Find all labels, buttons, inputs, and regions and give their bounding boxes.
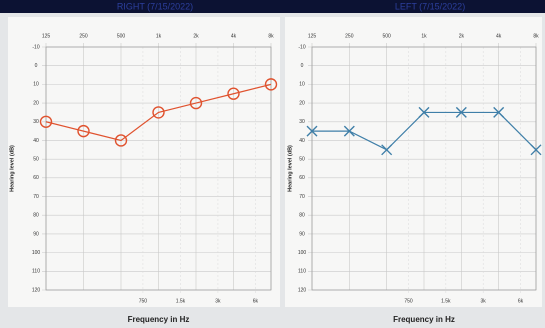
y-axis-label: Hearing level (dB)	[287, 145, 293, 192]
x-tick-label: 750	[404, 298, 413, 304]
panel	[8, 17, 280, 307]
x-tick-label: 3k	[481, 298, 487, 304]
x-tick-label: 8k	[268, 33, 274, 39]
x-axis-label: Frequency in Hz	[128, 315, 190, 324]
x-tick-label: 4k	[496, 33, 502, 39]
y-tick-label: 90	[299, 231, 305, 237]
x-tick-label: 1.5k	[441, 298, 451, 304]
y-tick-label: 10	[33, 82, 39, 88]
y-tick-label: 10	[299, 82, 305, 88]
y-tick-label: 110	[32, 269, 40, 275]
y-tick-label: 50	[33, 156, 39, 162]
x-tick-label: 4k	[231, 33, 237, 39]
x-tick-label: 2k	[459, 33, 465, 39]
y-tick-label: -10	[298, 44, 305, 50]
y-tick-label: 60	[299, 175, 305, 181]
y-tick-label: 80	[33, 213, 39, 219]
x-tick-label: 2k	[193, 33, 199, 39]
y-tick-label: 30	[299, 119, 305, 125]
x-axis-label: Frequency in Hz	[393, 315, 455, 324]
y-tick-label: 100	[298, 250, 307, 256]
x-tick-label: 8k	[533, 33, 539, 39]
x-tick-label: 500	[117, 33, 126, 39]
y-tick-label: 0	[301, 63, 304, 69]
y-tick-label: 20	[33, 100, 39, 106]
x-tick-label: 250	[345, 33, 354, 39]
x-tick-label: 6k	[253, 298, 259, 304]
x-tick-label: 750	[139, 298, 148, 304]
y-tick-label: 30	[33, 119, 39, 125]
x-tick-label: 250	[79, 33, 88, 39]
y-tick-label: 90	[33, 231, 39, 237]
y-tick-label: 40	[299, 138, 305, 144]
y-tick-label: 20	[299, 100, 305, 106]
y-axis-label: Hearing level (dB)	[9, 145, 15, 192]
panel	[285, 17, 542, 307]
y-tick-label: 120	[32, 287, 41, 293]
y-tick-label: 70	[33, 194, 39, 200]
audiogram-screen: RIGHT (7/15/2022) -10 0 10 20 30 40 50 60 70 80 90 1…	[0, 0, 545, 328]
chart-title: RIGHT (7/15/2022)	[117, 1, 193, 11]
y-tick-label: 120	[298, 287, 307, 293]
x-tick-label: 125	[42, 33, 51, 39]
y-tick-label: 40	[33, 138, 39, 144]
y-tick-label: 0	[35, 63, 38, 69]
y-tick-label: 50	[299, 156, 305, 162]
y-tick-label: 100	[32, 250, 41, 256]
x-tick-label: 3k	[215, 298, 221, 304]
y-tick-label: 60	[33, 175, 39, 181]
y-tick-label: 70	[299, 194, 305, 200]
y-tick-label: 80	[299, 213, 305, 219]
x-tick-label: 1k	[156, 33, 162, 39]
x-tick-label: 125	[308, 33, 317, 39]
x-tick-label: 1k	[421, 33, 427, 39]
y-tick-label: -10	[32, 44, 39, 50]
y-tick-label: 110	[298, 269, 306, 275]
x-tick-label: 500	[382, 33, 391, 39]
x-tick-label: 1.5k	[176, 298, 186, 304]
x-tick-label: 6k	[518, 298, 524, 304]
chart-title: LEFT (7/15/2022)	[395, 1, 465, 11]
